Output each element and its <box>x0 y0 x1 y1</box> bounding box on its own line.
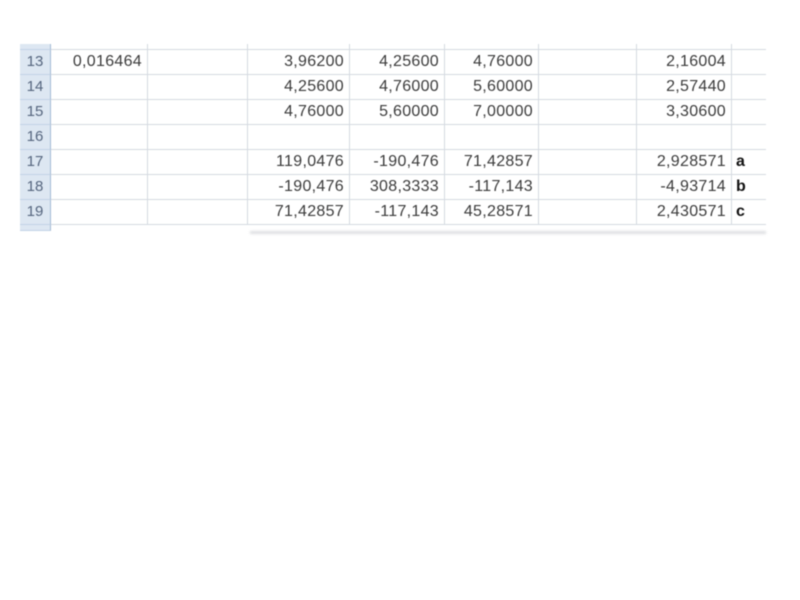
cell[interactable] <box>539 125 637 150</box>
cell[interactable]: a <box>732 150 766 175</box>
cell[interactable] <box>539 150 637 175</box>
cell[interactable] <box>51 75 148 100</box>
cell[interactable] <box>539 175 637 200</box>
table-row: 19 71,42857-117,14345,28571 2,430571c <box>20 200 766 225</box>
table-row: 16 <box>20 125 766 150</box>
cell[interactable]: 45,28571 <box>445 200 539 225</box>
cell[interactable]: 2,57440 <box>637 75 732 100</box>
cell[interactable] <box>148 150 248 175</box>
cell[interactable] <box>445 125 539 150</box>
cell[interactable] <box>539 100 637 125</box>
cell[interactable]: 308,3333 <box>350 175 445 200</box>
row-header-18[interactable]: 18 <box>20 175 51 200</box>
table-row: 18 -190,476308,3333-117,143 -4,93714b <box>20 175 766 200</box>
cell[interactable] <box>732 50 766 75</box>
cell[interactable] <box>539 200 637 225</box>
cell[interactable]: -117,143 <box>350 200 445 225</box>
cell[interactable] <box>350 125 445 150</box>
cell[interactable] <box>148 200 248 225</box>
cell[interactable]: 7,00000 <box>445 100 539 125</box>
cell[interactable] <box>248 125 350 150</box>
table-row: 130,016464 3,962004,256004,76000 2,16004 <box>20 50 766 75</box>
cell[interactable] <box>732 125 766 150</box>
cell[interactable] <box>51 175 148 200</box>
cell[interactable] <box>637 125 732 150</box>
cell[interactable] <box>148 125 248 150</box>
cell[interactable]: -190,476 <box>248 175 350 200</box>
cell[interactable]: 5,60000 <box>445 75 539 100</box>
cell[interactable] <box>732 75 766 100</box>
cell[interactable]: 4,76000 <box>445 50 539 75</box>
cell[interactable] <box>51 150 148 175</box>
cell[interactable] <box>148 175 248 200</box>
cell[interactable]: 3,96200 <box>248 50 350 75</box>
cell[interactable] <box>539 50 637 75</box>
cell[interactable] <box>148 75 248 100</box>
cell[interactable]: 71,42857 <box>248 200 350 225</box>
row-header-15[interactable]: 15 <box>20 100 51 125</box>
row-header-13[interactable]: 13 <box>20 50 51 75</box>
table-row: 15 4,760005,600007,00000 3,30600 <box>20 100 766 125</box>
row-header-partial <box>20 225 51 231</box>
cell[interactable]: 4,76000 <box>350 75 445 100</box>
cell[interactable] <box>732 100 766 125</box>
cell[interactable]: 2,16004 <box>637 50 732 75</box>
screen: 130,0164643,962004,256004,760002,1600414… <box>0 0 800 600</box>
cell[interactable] <box>51 125 148 150</box>
cell[interactable] <box>148 50 248 75</box>
cell[interactable]: b <box>732 175 766 200</box>
cell[interactable]: -4,93714 <box>637 175 732 200</box>
cell[interactable] <box>51 200 148 225</box>
cell[interactable]: -117,143 <box>445 175 539 200</box>
cell[interactable]: -190,476 <box>350 150 445 175</box>
cell[interactable]: 5,60000 <box>350 100 445 125</box>
cell[interactable]: 3,30600 <box>637 100 732 125</box>
cell[interactable]: 2,928571 <box>637 150 732 175</box>
table-row: 14 4,256004,760005,60000 2,57440 <box>20 75 766 100</box>
bottom-edge-artifact <box>250 231 766 234</box>
row-header-17[interactable]: 17 <box>20 150 51 175</box>
cell[interactable] <box>539 75 637 100</box>
cell[interactable]: 4,25600 <box>350 50 445 75</box>
table-row: 17 119,0476-190,47671,42857 2,928571a <box>20 150 766 175</box>
row-header-14[interactable]: 14 <box>20 75 51 100</box>
cell[interactable]: 4,76000 <box>248 100 350 125</box>
cell[interactable]: 71,42857 <box>445 150 539 175</box>
cell[interactable] <box>51 100 148 125</box>
cell[interactable]: 4,25600 <box>248 75 350 100</box>
row-header-16[interactable]: 16 <box>20 125 51 150</box>
row-header-19[interactable]: 19 <box>20 200 51 225</box>
cell[interactable] <box>148 100 248 125</box>
cell[interactable]: 2,430571 <box>637 200 732 225</box>
cell[interactable]: 0,016464 <box>51 50 148 75</box>
spreadsheet-grid: 130,0164643,962004,256004,760002,1600414… <box>20 44 766 231</box>
cell[interactable]: c <box>732 200 766 225</box>
cell[interactable]: 119,0476 <box>248 150 350 175</box>
